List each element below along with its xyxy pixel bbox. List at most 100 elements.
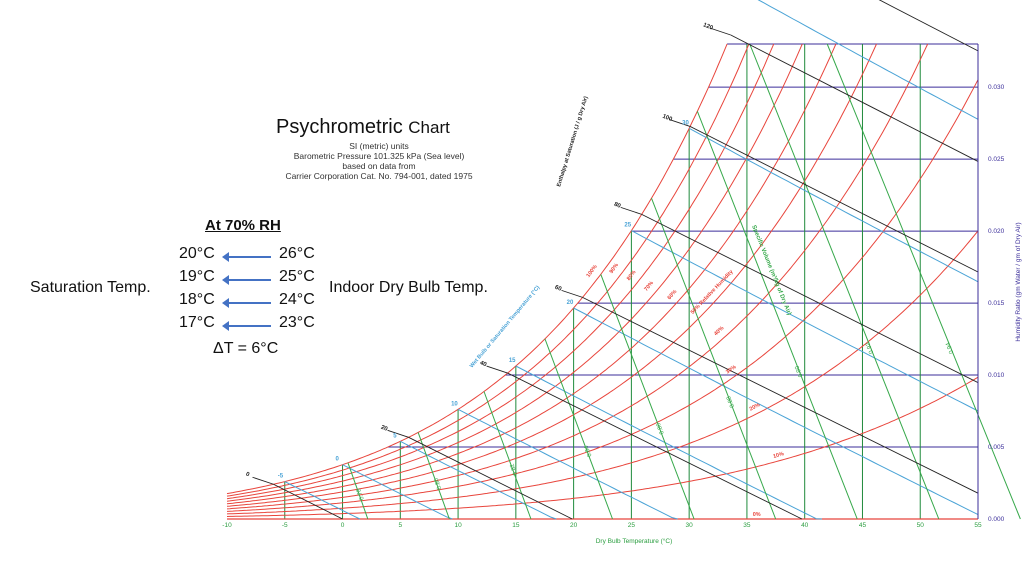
rh-curve-20 [226, 230, 979, 515]
specific-volume-line [483, 391, 532, 520]
specific-volume-line [651, 198, 777, 520]
wet-bulb-label: 30 [682, 120, 689, 126]
rh-label-50: 50% Relative Humidity [690, 268, 735, 315]
specific-volume-label: 0.84 [583, 444, 593, 458]
enthalpy-tick [252, 476, 274, 485]
rh-curve-80 [226, 43, 775, 500]
rh-label-90: 90% [609, 262, 620, 274]
indoor-temp-2: 25°C [279, 268, 315, 285]
wet-bulb-label: 5 [393, 433, 397, 439]
specific-volume-label: 0.92 [865, 341, 875, 355]
rh-label-80: 80% [626, 269, 638, 281]
rh-label-100: 100% [586, 264, 599, 279]
enthalpy-tick [620, 206, 642, 215]
rh-curve-30 [226, 79, 979, 512]
chart-title-main: Psychrometric [276, 116, 403, 138]
x-tick-label: 55 [974, 522, 982, 529]
rh-curve-10 [226, 376, 979, 517]
enthalpy-line-0 [273, 483, 343, 520]
rh-label-30: 30% [725, 364, 738, 375]
rh-label-40: 40% [713, 325, 725, 337]
saturation-temp-3: 18°C [179, 291, 215, 308]
specific-volume-label: 0.90 [794, 364, 804, 378]
y-tick-label: 0.030 [988, 84, 1005, 91]
specific-volume-label: 0.78 [356, 487, 366, 501]
indoor-temp-label: Indoor Dry Bulb Temp. [329, 279, 488, 296]
wet-bulb-line-5 [400, 440, 557, 520]
saturation-temp-label: Saturation Temp. [30, 279, 151, 296]
chart-title: Psychrometric Chart [276, 116, 450, 139]
specific-volume-line [417, 432, 450, 520]
rh-label-70: 70% [643, 280, 655, 292]
wet-bulb-label: 20 [567, 300, 574, 306]
wet-bulb-line-0 [342, 464, 453, 520]
enthalpy-label: 20 [380, 425, 389, 433]
specific-volume-line [696, 111, 858, 520]
specific-volume-line [600, 274, 695, 520]
wet-bulb-label: 25 [624, 223, 631, 229]
rh-curve-40 [226, 43, 929, 510]
enthalpy-line-40 [507, 372, 803, 520]
enthalpy-label: 0 [245, 472, 251, 479]
specific-volume-label: 0.80 [433, 476, 443, 490]
y-tick-label: 0.025 [988, 156, 1005, 163]
rh-label-10: 10% [772, 451, 784, 460]
y-tick-label: 0.015 [988, 300, 1005, 307]
wet-bulb-line-35 [757, 0, 979, 120]
wet-bulb-line-10 [457, 408, 678, 520]
wet-bulb-axis-label: Wet Bulb or Saturation Temperature (°C) [469, 285, 541, 370]
specific-volume-line [826, 43, 1021, 520]
x-tick-label: 20 [570, 522, 578, 529]
y-tick-label: 0.010 [988, 372, 1005, 379]
enthalpy-line-80 [641, 213, 979, 383]
enthalpy-label: 40 [479, 360, 488, 368]
specific-volume-line [749, 43, 940, 520]
indoor-temp-3: 24°C [279, 291, 315, 308]
rh-curve-50 [226, 43, 877, 507]
wet-bulb-label: -5 [278, 474, 284, 480]
wet-bulb-line-25 [631, 230, 979, 412]
arrow-left-icon [222, 299, 271, 307]
wet-bulb-line-20 [573, 307, 979, 516]
specific-volume-label: 0.82 [509, 462, 519, 476]
enthalpy-tick [486, 365, 508, 374]
x-axis-label: Dry Bulb Temperature (°C) [596, 537, 673, 545]
specific-volume-label: 0.86 [656, 421, 666, 435]
rh-curve-70 [226, 43, 803, 502]
enthalpy-line-120 [730, 34, 979, 162]
wet-bulb-line-30 [688, 127, 979, 283]
x-tick-label: -10 [222, 522, 232, 529]
x-tick-label: 25 [628, 522, 636, 529]
rh-curve-100 [226, 43, 728, 495]
arrow-left-icon [222, 322, 271, 330]
rh-curve-90 [226, 43, 750, 497]
enthalpy-label: 80 [613, 202, 622, 210]
enthalpy-axis-label: Enthalpy at Saturation (J / g Dry Air) [556, 96, 589, 188]
x-tick-label: 15 [512, 522, 520, 529]
indoor-temp-1: 26°C [279, 245, 315, 262]
specific-volume-label: 0.88 [726, 394, 736, 408]
y-tick-label: 0.005 [988, 444, 1005, 451]
enthalpy-line-100 [689, 126, 979, 273]
enthalpy-label: 100 [661, 114, 673, 124]
wet-bulb-line--5 [284, 481, 361, 520]
saturation-temp-4: 17°C [179, 314, 215, 331]
rh-table-heading: At 70% RH [205, 217, 281, 234]
arrow-left-icon [222, 253, 271, 261]
wet-bulb-label: 10 [451, 401, 458, 407]
arrow-left-icon [222, 276, 271, 284]
x-tick-label: 5 [398, 522, 402, 529]
x-tick-label: 35 [743, 522, 751, 529]
subtitle-line-3: based on data from [342, 161, 416, 171]
specific-volume-label: 0.94 [945, 341, 955, 355]
delta-t: ΔT = 6°C [213, 340, 279, 357]
enthalpy-line-140 [878, 0, 979, 52]
saturation-temp-1: 20°C [179, 245, 215, 262]
y-tick-label: 0.000 [988, 516, 1005, 523]
enthalpy-tick [387, 429, 409, 438]
x-tick-label: 10 [454, 522, 462, 529]
indoor-temp-4: 23°C [279, 314, 315, 331]
x-tick-label: 45 [859, 522, 867, 529]
enthalpy-tick [561, 289, 583, 298]
